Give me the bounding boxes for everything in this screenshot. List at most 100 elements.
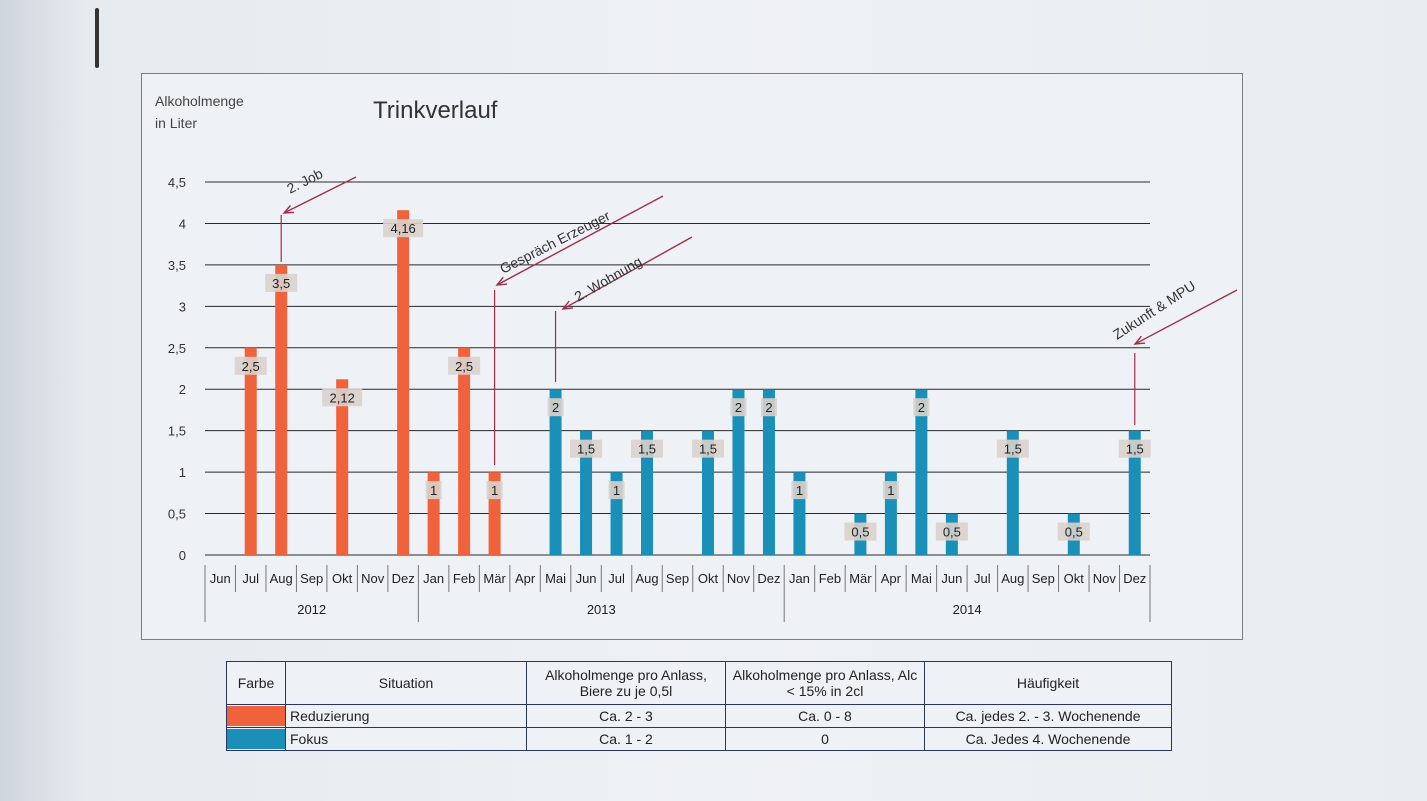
legend-table: Farbe Situation Alkoholmenge pro Anlass,… bbox=[226, 661, 1172, 751]
y-tick-label: 4 bbox=[179, 216, 186, 231]
legend-header-beer: Alkoholmenge pro Anlass, Biere zu je 0,5… bbox=[526, 661, 726, 705]
legend-frequency: Ca. Jedes 4. Wochenende bbox=[924, 727, 1172, 751]
data-label: 2 bbox=[918, 400, 925, 415]
x-tick-label: Jun bbox=[576, 571, 597, 586]
binder-mark bbox=[95, 8, 99, 68]
y-tick-label: 1,5 bbox=[168, 424, 186, 439]
bar bbox=[580, 430, 593, 555]
data-label: 0,5 bbox=[851, 525, 869, 540]
bar bbox=[244, 347, 257, 555]
year-label: 2012 bbox=[297, 602, 326, 617]
year-label: 2013 bbox=[587, 602, 616, 617]
legend-header-situation: Situation bbox=[285, 661, 527, 705]
reduzierung-swatch bbox=[227, 706, 285, 726]
bar bbox=[641, 430, 654, 555]
x-tick-label: Sep bbox=[300, 571, 323, 586]
data-label: 1,5 bbox=[577, 442, 595, 457]
legend-row-fokus: Fokus Ca. 1 - 2 0 Ca. Jedes 4. Wochenend… bbox=[226, 727, 1172, 751]
data-label-bg bbox=[608, 481, 625, 500]
data-label: 2,5 bbox=[242, 359, 260, 374]
x-tick-label: Aug bbox=[270, 571, 293, 586]
x-tick-label: Mai bbox=[545, 571, 566, 586]
data-label-bg bbox=[547, 398, 564, 417]
legend-frequency: Ca. jedes 2. - 3. Wochenende bbox=[924, 704, 1172, 728]
y-axis-label-line1: Alkoholmenge bbox=[155, 93, 244, 109]
data-label: 4,16 bbox=[390, 221, 415, 236]
y-tick-label: 2,5 bbox=[168, 341, 186, 356]
x-tick-label: Sep bbox=[666, 571, 689, 586]
y-tick-label: 0,5 bbox=[168, 507, 186, 522]
x-tick-label: Sep bbox=[1032, 571, 1055, 586]
annotation-label: 2. Wohnung bbox=[572, 253, 645, 304]
data-label-bg bbox=[844, 522, 877, 541]
annotation-label: Gespräch Erzeuger bbox=[497, 207, 613, 277]
legend-beer: Ca. 1 - 2 bbox=[526, 727, 726, 751]
y-tick-label: 4,5 bbox=[168, 175, 186, 190]
annotation-label: 2. Job bbox=[284, 165, 325, 197]
y-tick-label: 3,5 bbox=[168, 258, 186, 273]
data-label-bg bbox=[234, 356, 267, 375]
y-tick-label: 1 bbox=[179, 465, 186, 480]
data-label: 1,5 bbox=[699, 442, 717, 457]
x-tick-label: Jan bbox=[789, 571, 810, 586]
data-label: 1,5 bbox=[1126, 442, 1144, 457]
y-tick-label: 0 bbox=[179, 548, 186, 563]
y-tick-label: 3 bbox=[179, 299, 186, 314]
annotation-arrow bbox=[496, 195, 664, 286]
data-label-bg bbox=[631, 439, 664, 458]
x-tick-label: Nov bbox=[361, 571, 385, 586]
x-tick-label: Jul bbox=[242, 571, 259, 586]
x-tick-label: Okt bbox=[698, 571, 719, 586]
bar bbox=[458, 347, 471, 555]
data-label: 1 bbox=[887, 483, 894, 498]
x-tick-label: Aug bbox=[635, 571, 658, 586]
data-label: 1 bbox=[796, 483, 803, 498]
data-label-bg bbox=[383, 219, 424, 238]
fokus-swatch bbox=[227, 729, 285, 749]
x-tick-label: Jun bbox=[210, 571, 231, 586]
legend-situation: Reduzierung bbox=[285, 704, 527, 728]
legend-swatch-cell bbox=[226, 704, 286, 728]
x-tick-label: Feb bbox=[453, 571, 475, 586]
bar bbox=[397, 210, 410, 555]
bar bbox=[732, 389, 745, 555]
data-label-bg bbox=[791, 481, 808, 500]
y-tick-label: 2 bbox=[179, 382, 186, 397]
annotation-arrow bbox=[1134, 289, 1238, 345]
data-label-bg bbox=[730, 398, 747, 417]
data-label: 2,5 bbox=[455, 359, 473, 374]
legend-header-row: Farbe Situation Alkoholmenge pro Anlass,… bbox=[226, 661, 1172, 705]
legend-header-farbe: Farbe bbox=[226, 661, 286, 705]
x-tick-label: Mär bbox=[849, 571, 872, 586]
legend-header-spirits: Alkoholmenge pro Anlass, Alc < 15% in 2c… bbox=[725, 661, 925, 705]
annotation-arrow bbox=[562, 236, 693, 310]
data-label-bg bbox=[322, 388, 363, 407]
annotation-arrowhead bbox=[1133, 335, 1146, 345]
x-tick-label: Jul bbox=[974, 571, 991, 586]
data-label-bg bbox=[1118, 439, 1151, 458]
legend-row-reduzierung: Reduzierung Ca. 2 - 3 Ca. 0 - 8 Ca. jede… bbox=[226, 704, 1172, 728]
annotation-label: Zukunft & MPU bbox=[1110, 277, 1198, 342]
data-label-bg bbox=[1057, 522, 1090, 541]
bar bbox=[1128, 430, 1141, 555]
x-tick-label: Jan bbox=[423, 571, 444, 586]
data-label-bg bbox=[882, 481, 899, 500]
data-label-bg bbox=[265, 273, 298, 292]
data-label: 1 bbox=[430, 483, 437, 498]
data-label-bg bbox=[913, 398, 930, 417]
x-tick-label: Okt bbox=[1064, 571, 1085, 586]
x-tick-label: Apr bbox=[515, 571, 536, 586]
data-label: 2 bbox=[735, 400, 742, 415]
data-label-bg bbox=[425, 481, 442, 500]
bar bbox=[915, 389, 928, 555]
data-label: 2,12 bbox=[330, 390, 355, 405]
data-label: 1,5 bbox=[1004, 442, 1022, 457]
data-label: 0,5 bbox=[1065, 525, 1083, 540]
x-tick-label: Mär bbox=[483, 571, 506, 586]
data-label-bg bbox=[570, 439, 603, 458]
x-tick-label: Dez bbox=[757, 571, 780, 586]
x-tick-label: Mai bbox=[911, 571, 932, 586]
legend-situation: Fokus bbox=[285, 727, 527, 751]
chart-title: Trinkverlauf bbox=[373, 97, 498, 124]
